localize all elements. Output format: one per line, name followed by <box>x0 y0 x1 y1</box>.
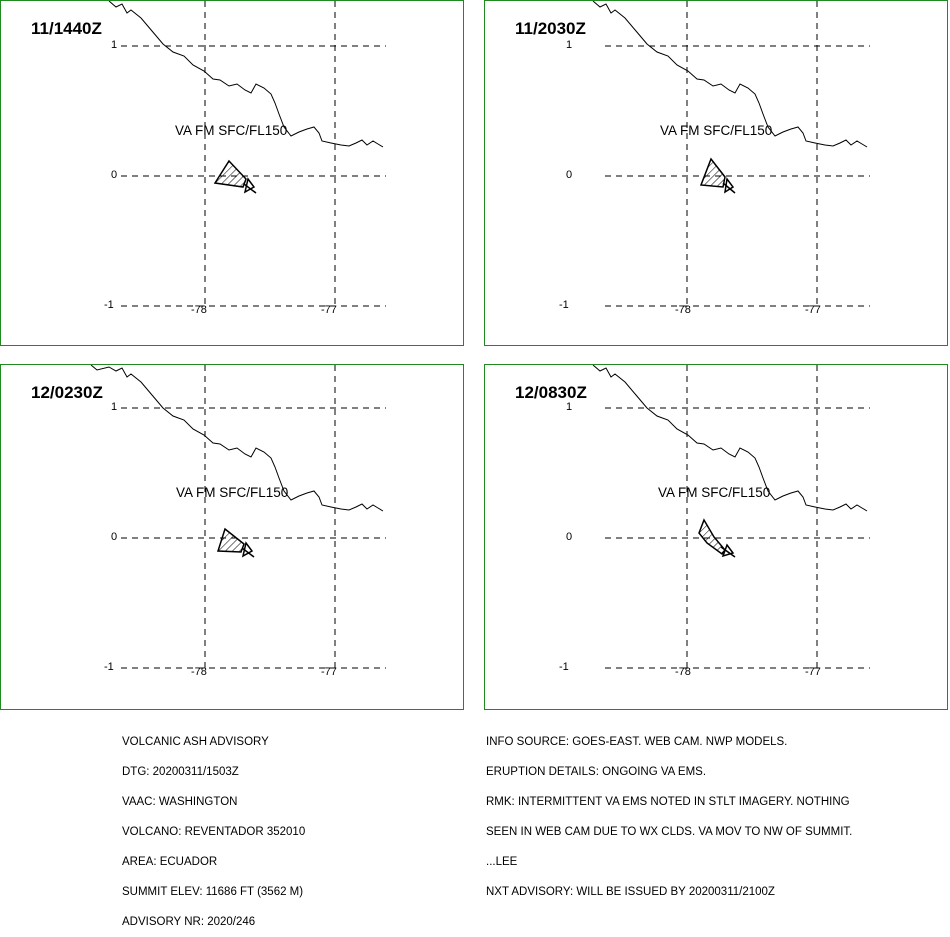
lat-tick-0: 0 <box>111 169 118 181</box>
ash-height-label: VA FM SFC/FL150 <box>660 123 773 138</box>
coastline <box>592 365 868 512</box>
lat-tick-1: 1 <box>111 401 118 413</box>
map-canvas <box>108 1 386 307</box>
advisory-line: NXT ADVISORY: WILL BE ISSUED BY 20200311… <box>486 886 775 898</box>
map-panel-4: 12/0830Z VA FM SFC/FL150 1 0 -1 -78 -77 <box>484 364 948 710</box>
advisory-line: VOLCANIC ASH ADVISORY <box>122 736 269 748</box>
grid-lines <box>121 1 386 307</box>
ash-cloud <box>213 159 257 194</box>
map-canvas <box>592 1 870 307</box>
lat-tick-minus1: -1 <box>559 661 569 673</box>
panel-time: 11/2030Z <box>515 19 586 38</box>
advisory-line: ADVISORY NR: 2020/246 <box>122 916 256 928</box>
panel-time: 12/0830Z <box>515 383 587 402</box>
advisory-line: DTG: 20200311/1503Z <box>122 766 239 778</box>
ash-cloud <box>216 527 255 558</box>
map-canvas <box>592 365 870 669</box>
advisory-header-block: VOLCANIC ASH ADVISORY DTG: 20200311/1503… <box>122 717 305 937</box>
lat-tick-minus1: -1 <box>559 299 569 311</box>
lat-tick-minus1: -1 <box>104 299 114 311</box>
ash-height-label: VA FM SFC/FL150 <box>658 485 771 500</box>
lon-tick-77: -77 <box>321 666 337 678</box>
advisory-line: ...LEE <box>486 856 518 868</box>
ash-cloud <box>699 157 736 194</box>
panel-time: 11/1440Z <box>31 19 102 38</box>
map-panel-1: 11/1440Z VA FM SFC/FL150 1 0 -1 -78 -77 <box>0 0 464 346</box>
lon-tick-77: -77 <box>321 304 337 316</box>
lat-tick-0: 0 <box>566 531 573 543</box>
advisory-details-block: INFO SOURCE: GOES-EAST. WEB CAM. NWP MOD… <box>486 717 852 907</box>
lat-tick-minus1: -1 <box>104 661 114 673</box>
advisory-line: AREA: ECUADOR <box>122 856 218 868</box>
lat-tick-1: 1 <box>111 39 118 51</box>
panel-time: 12/0230Z <box>31 383 103 402</box>
advisory-line: RMK: INTERMITTENT VA EMS NOTED IN STLT I… <box>486 796 850 808</box>
advisory-line: SEEN IN WEB CAM DUE TO WX CLDS. VA MOV T… <box>486 826 853 838</box>
grid-lines <box>605 1 870 307</box>
lon-tick-78: -78 <box>191 666 207 678</box>
advisory-line: INFO SOURCE: GOES-EAST. WEB CAM. NWP MOD… <box>486 736 788 748</box>
lat-tick-1: 1 <box>566 39 573 51</box>
coastline <box>90 365 384 512</box>
ash-height-label: VA FM SFC/FL150 <box>175 123 288 138</box>
lat-tick-1: 1 <box>566 401 573 413</box>
map-panel-2: 11/2030Z VA FM SFC/FL150 1 0 -1 -78 -77 <box>484 0 948 346</box>
grid-lines <box>605 365 870 669</box>
advisory-line: ERUPTION DETAILS: ONGOING VA EMS. <box>486 766 707 778</box>
advisory-line: VOLCANO: REVENTADOR 352010 <box>122 826 306 838</box>
map-panel-3: 12/0230Z VA FM SFC/FL150 1 0 -1 -78 -77 <box>0 364 464 710</box>
map-canvas <box>90 365 386 669</box>
coastline <box>108 1 384 148</box>
lon-tick-77: -77 <box>805 666 821 678</box>
lon-tick-78: -78 <box>675 304 691 316</box>
lat-tick-0: 0 <box>566 169 573 181</box>
advisory-line: SUMMIT ELEV: 11686 FT (3562 M) <box>122 886 304 898</box>
grid-lines <box>121 365 386 669</box>
lon-tick-78: -78 <box>675 666 691 678</box>
ash-height-label: VA FM SFC/FL150 <box>176 485 289 500</box>
advisory-line: VAAC: WASHINGTON <box>122 796 238 808</box>
ash-cloud <box>698 518 736 558</box>
lon-tick-77: -77 <box>805 304 821 316</box>
lon-tick-78: -78 <box>191 304 207 316</box>
coastline <box>592 1 868 148</box>
lat-tick-0: 0 <box>111 531 118 543</box>
